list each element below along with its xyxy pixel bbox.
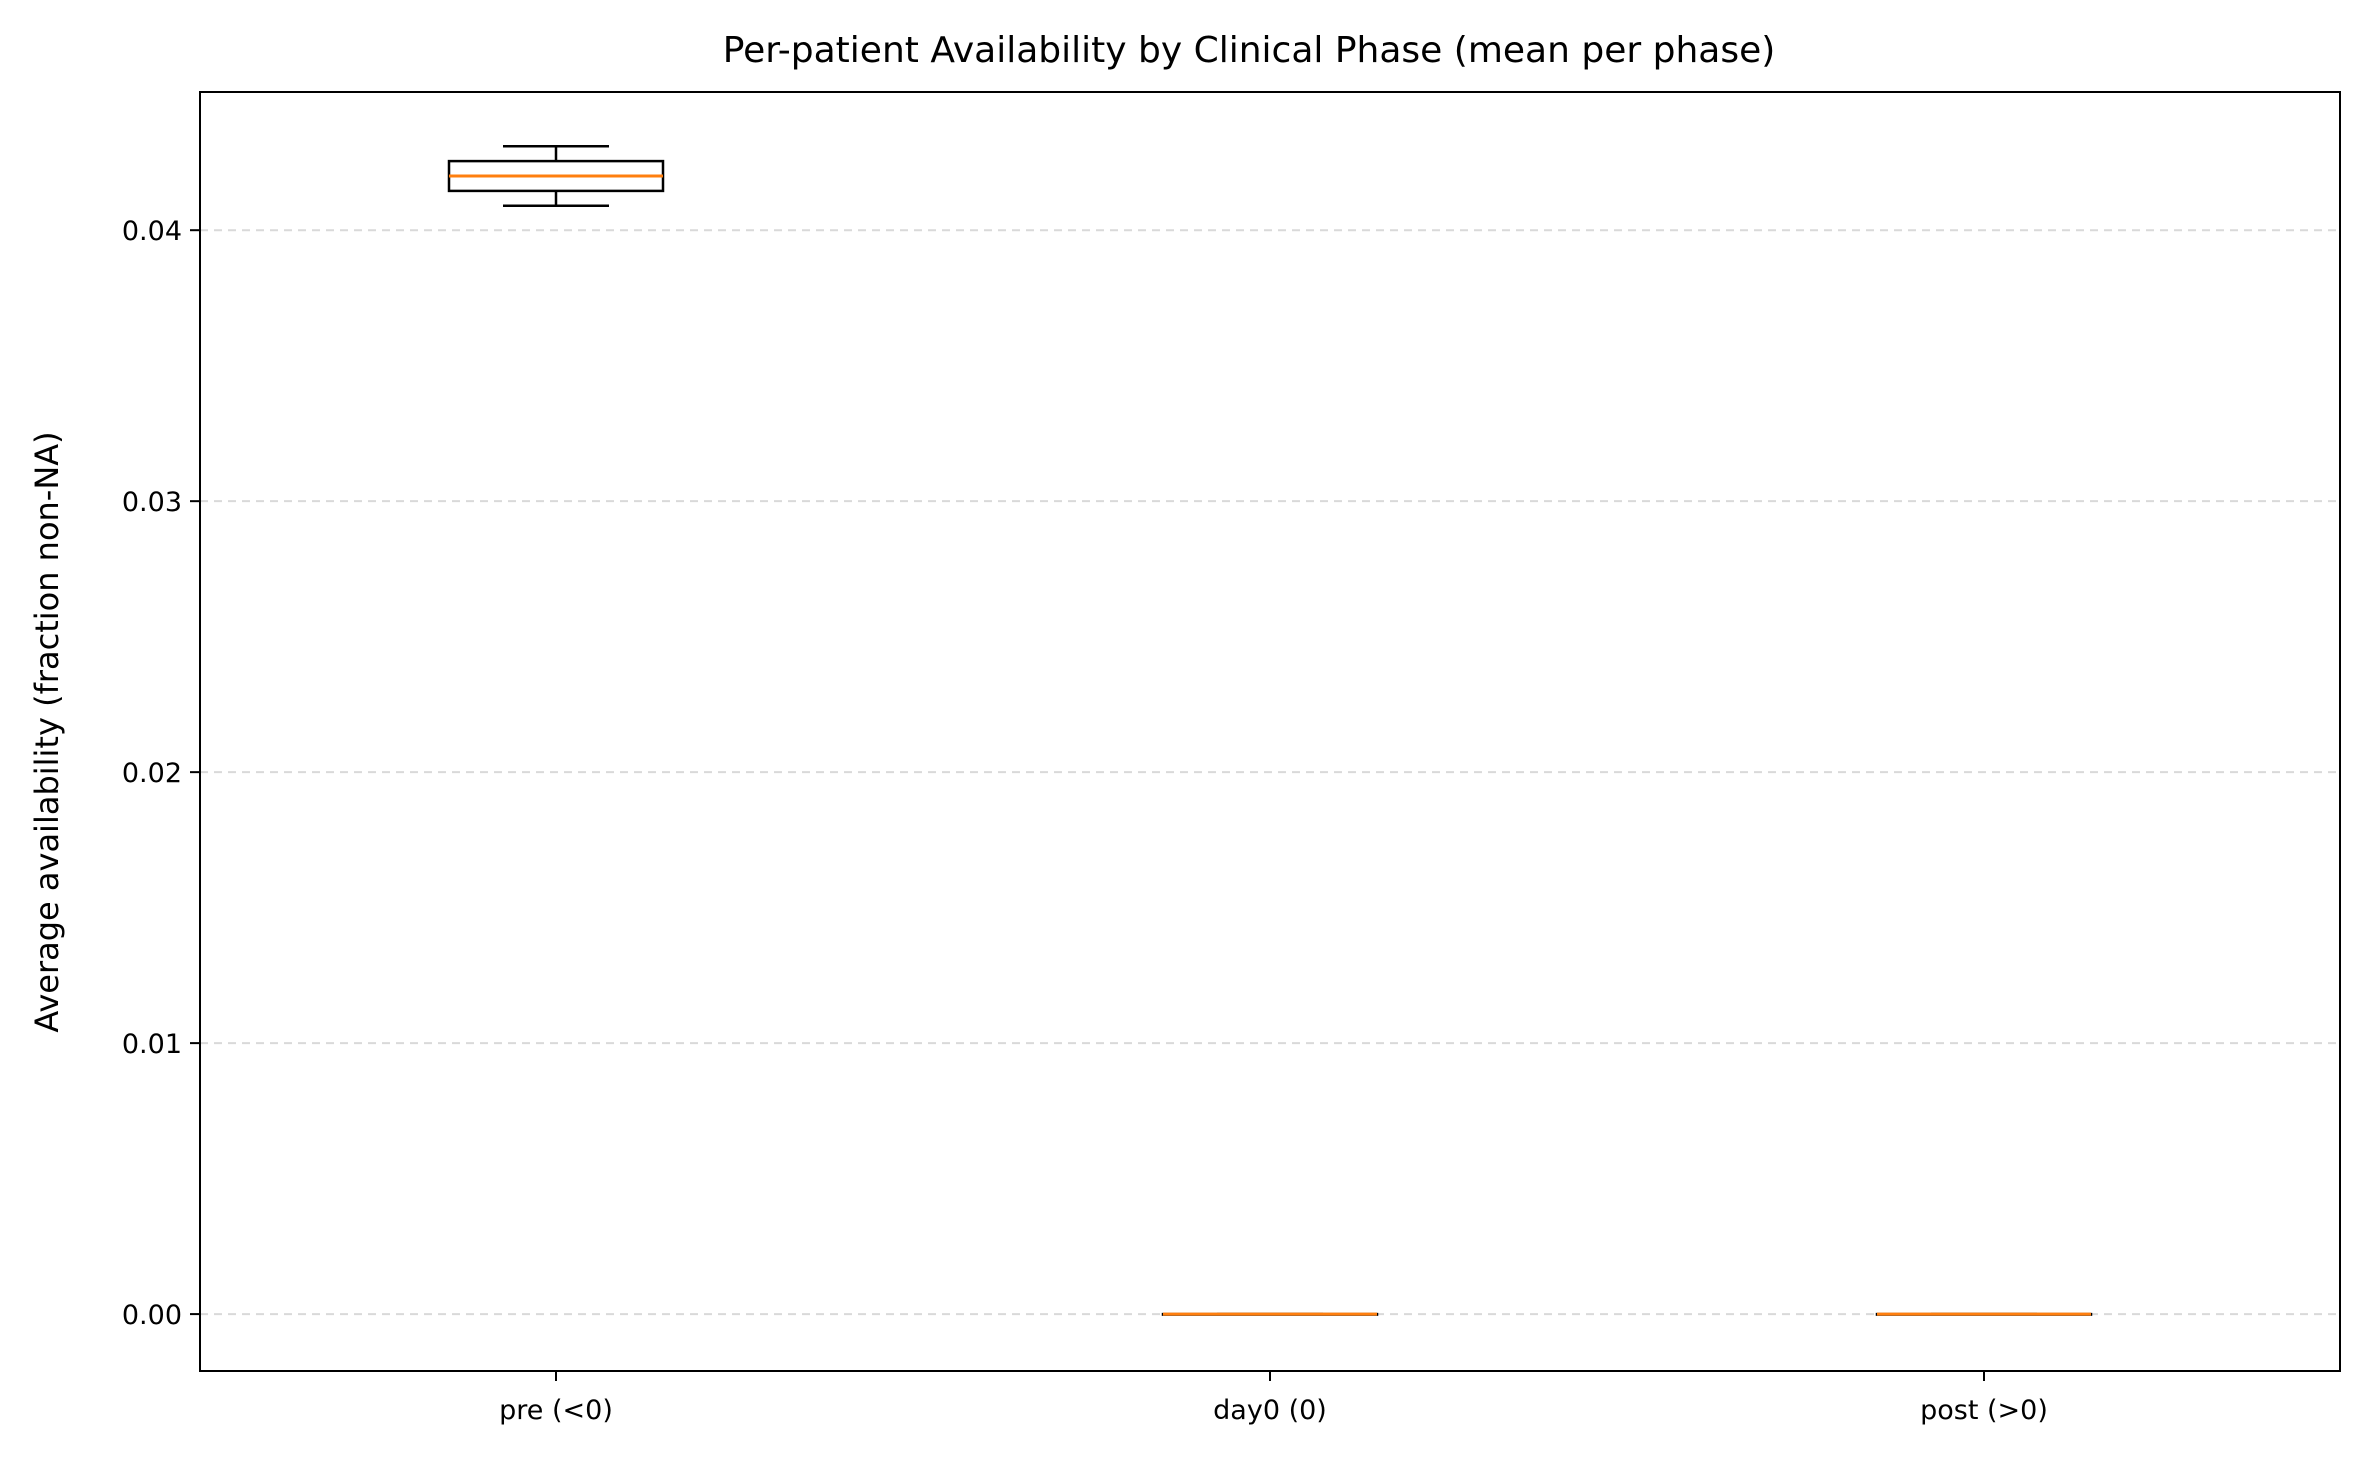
y-tick-label: 0.02: [122, 758, 182, 789]
y-tick-label: 0.01: [122, 1029, 182, 1060]
y-axis-label: Average availability (fraction non-NA): [28, 431, 66, 1032]
x-tick-label: day0 (0): [1213, 1395, 1327, 1426]
box-1: [1161, 1312, 1379, 1316]
plot-frame: [199, 91, 2341, 1372]
y-tick-label: 0.04: [122, 216, 182, 247]
y-tick-label: 0.00: [122, 1300, 182, 1331]
box-0: [447, 144, 665, 208]
y-tick-label: 0.03: [122, 487, 182, 518]
boxes: [447, 144, 2093, 1316]
box-2: [1875, 1312, 2093, 1316]
x-tick-label: post (>0): [1920, 1395, 2048, 1426]
x-tick-label: pre (<0): [499, 1395, 613, 1426]
gridlines: [200, 229, 2340, 1316]
ticks: 0.00 0.01 0.02 0.03 0.04 pre (<0) day0 (0) post…: [122, 216, 2048, 1426]
chart-title: Per-patient Availability by Clinical Pha…: [723, 30, 1776, 71]
